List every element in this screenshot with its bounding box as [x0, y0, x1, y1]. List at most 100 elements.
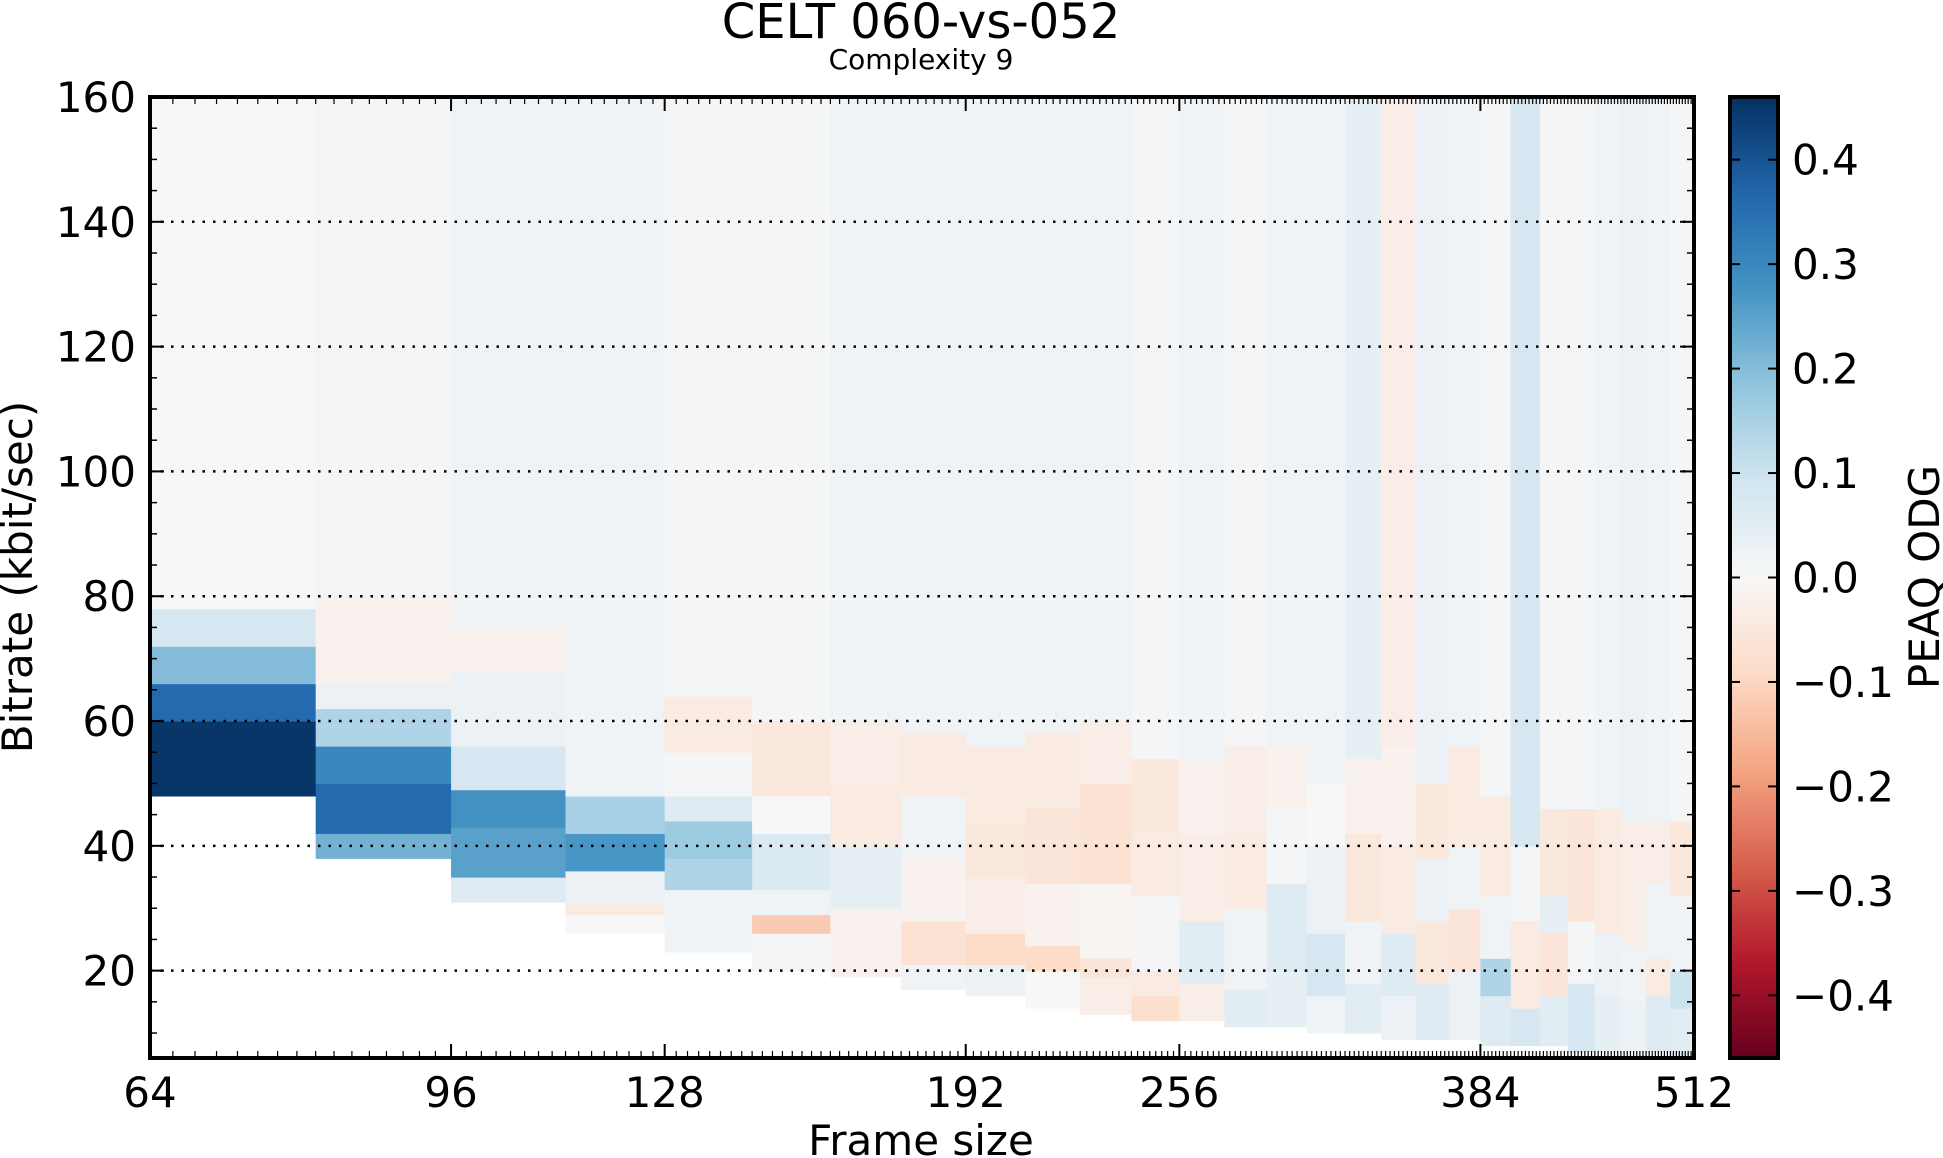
- x-tick-label: 192: [926, 1068, 1006, 1117]
- colorbar-tick-label: 0.1: [1792, 449, 1859, 498]
- heatmap-cell: [1646, 97, 1672, 822]
- x-axis-label: Frame size: [808, 1116, 1034, 1158]
- heatmap-cell: [1381, 995, 1417, 1040]
- heatmap-cell: [1646, 995, 1672, 1053]
- chart-subtitle: Complexity 9: [829, 43, 1014, 76]
- heatmap-cell: [830, 783, 902, 847]
- heatmap-cell: [752, 914, 831, 934]
- heatmap-cell: [1448, 745, 1481, 847]
- heatmap-cell: [1567, 983, 1596, 1053]
- heatmap-cell: [1306, 783, 1346, 847]
- heatmap-cell: [1266, 745, 1308, 809]
- heatmap-cell: [1306, 97, 1346, 785]
- x-tick-label: 128: [625, 1068, 705, 1117]
- heatmap-cell: [1381, 933, 1417, 997]
- heatmap-cell: [1448, 845, 1481, 909]
- heatmap-cell: [1025, 733, 1081, 809]
- heatmap-cell: [1080, 783, 1133, 884]
- heatmap-cell: [1620, 945, 1647, 1003]
- heatmap-cell: [315, 745, 452, 785]
- y-axis: 20 40 60 80 100 120 140 160: [56, 73, 1694, 1034]
- heatmap-cell: [1594, 97, 1622, 809]
- chart-title: CELT 060-vs-052: [722, 0, 1121, 50]
- colorbar-tick-label: 0.3: [1792, 240, 1859, 289]
- heatmap-cell: [901, 97, 967, 735]
- heatmap-cell: [1539, 933, 1569, 997]
- heatmap-cell: [1415, 920, 1450, 984]
- heatmap-cell: [965, 97, 1026, 747]
- heatmap-cell: [1080, 958, 1133, 978]
- heatmap-cell: [1539, 995, 1569, 1047]
- y-tick-label: 160: [56, 73, 136, 122]
- x-tick-label: 384: [1440, 1068, 1520, 1117]
- heatmap-cell: [1179, 833, 1225, 922]
- heatmap-cell: [752, 889, 831, 916]
- heatmap-cell: [1415, 97, 1450, 785]
- heatmap-cell: [1224, 908, 1268, 990]
- heatmap-cell: [451, 789, 567, 828]
- heatmap-cell: [565, 795, 666, 834]
- heatmap-cell: [1266, 970, 1308, 1028]
- heatmap-cell: [565, 870, 666, 903]
- heatmap-cell: [965, 933, 1026, 965]
- x-axis: 64 96 128 192 256 384 512: [123, 97, 1734, 1117]
- heatmap-cell: [965, 877, 1026, 934]
- colorbar-tick-label: 0.2: [1792, 345, 1859, 394]
- heatmap-cell: [1480, 958, 1512, 997]
- heatmap-cell: [1539, 97, 1569, 809]
- heatmap-cell: [901, 733, 967, 797]
- heatmap-cell: [1131, 970, 1180, 997]
- heatmap-cell: [1415, 858, 1450, 922]
- heatmap-cell: [1306, 995, 1346, 1034]
- heatmap-cell: [1381, 97, 1417, 747]
- x-tick-label: 256: [1139, 1068, 1219, 1117]
- y-tick-label: 80: [83, 572, 136, 621]
- heatmap-cell: [1266, 808, 1308, 884]
- colorbar-tick-label: −0.3: [1792, 867, 1894, 916]
- heatmap-cell: [752, 721, 831, 797]
- heatmap-cell: [1567, 808, 1596, 922]
- heatmap-cell: [752, 97, 831, 722]
- heatmap-cell: [1381, 745, 1417, 847]
- y-tick-label: 120: [56, 323, 136, 372]
- heatmap-cell: [1620, 1001, 1647, 1053]
- x-tick-label: 64: [123, 1068, 176, 1117]
- heatmap-cell: [1510, 845, 1541, 922]
- heatmap-cell: [1224, 989, 1268, 1028]
- heatmap-cell: [1594, 995, 1622, 1053]
- heatmap-cell: [1510, 920, 1541, 1009]
- heatmap-cell: [1670, 895, 1694, 972]
- heatmap-cell: [901, 920, 967, 965]
- heatmap-cell: [150, 97, 317, 610]
- heatmap-cell: [1415, 983, 1450, 1040]
- y-tick-label: 40: [83, 822, 136, 871]
- heatmap-cell: [1448, 970, 1481, 1040]
- heatmap-cell: [150, 646, 317, 685]
- heatmap-cell: [664, 696, 753, 753]
- heatmap-cell: [965, 964, 1026, 997]
- heatmap-cell: [1345, 758, 1382, 834]
- heatmap-cell: [1448, 97, 1481, 747]
- heatmap-cell: [1179, 97, 1225, 760]
- heatmap-cell: [1179, 983, 1225, 1022]
- heatmap-cell: [1646, 883, 1672, 959]
- heatmap-cell: [1080, 721, 1133, 785]
- heatmap-cell: [1345, 983, 1382, 1034]
- x-tick-label: 512: [1654, 1068, 1734, 1117]
- heatmap-cell: [1510, 1008, 1541, 1047]
- heatmap-cell: [1670, 820, 1694, 897]
- heatmap-cell: [1224, 833, 1268, 909]
- heatmap-cell: [752, 833, 831, 891]
- heatmap-cell: [901, 964, 967, 990]
- heatmap-cell: [752, 795, 831, 834]
- colorbar-label: PEAQ ODG: [1900, 465, 1943, 689]
- colorbar: 0.4 0.3 0.2 0.1 0.0 −0.1 −0.2 −0.3 −0.4 PEAQ ODG: [1728, 95, 1943, 1060]
- heatmap-cell: [150, 608, 317, 647]
- heatmap-cell: [830, 908, 902, 978]
- y-tick-label: 100: [56, 447, 136, 496]
- heatmap-cell: [451, 671, 567, 747]
- heatmap-cell: [1306, 845, 1346, 934]
- heatmap-cell: [315, 596, 452, 685]
- heatmap-cell: [1345, 97, 1382, 760]
